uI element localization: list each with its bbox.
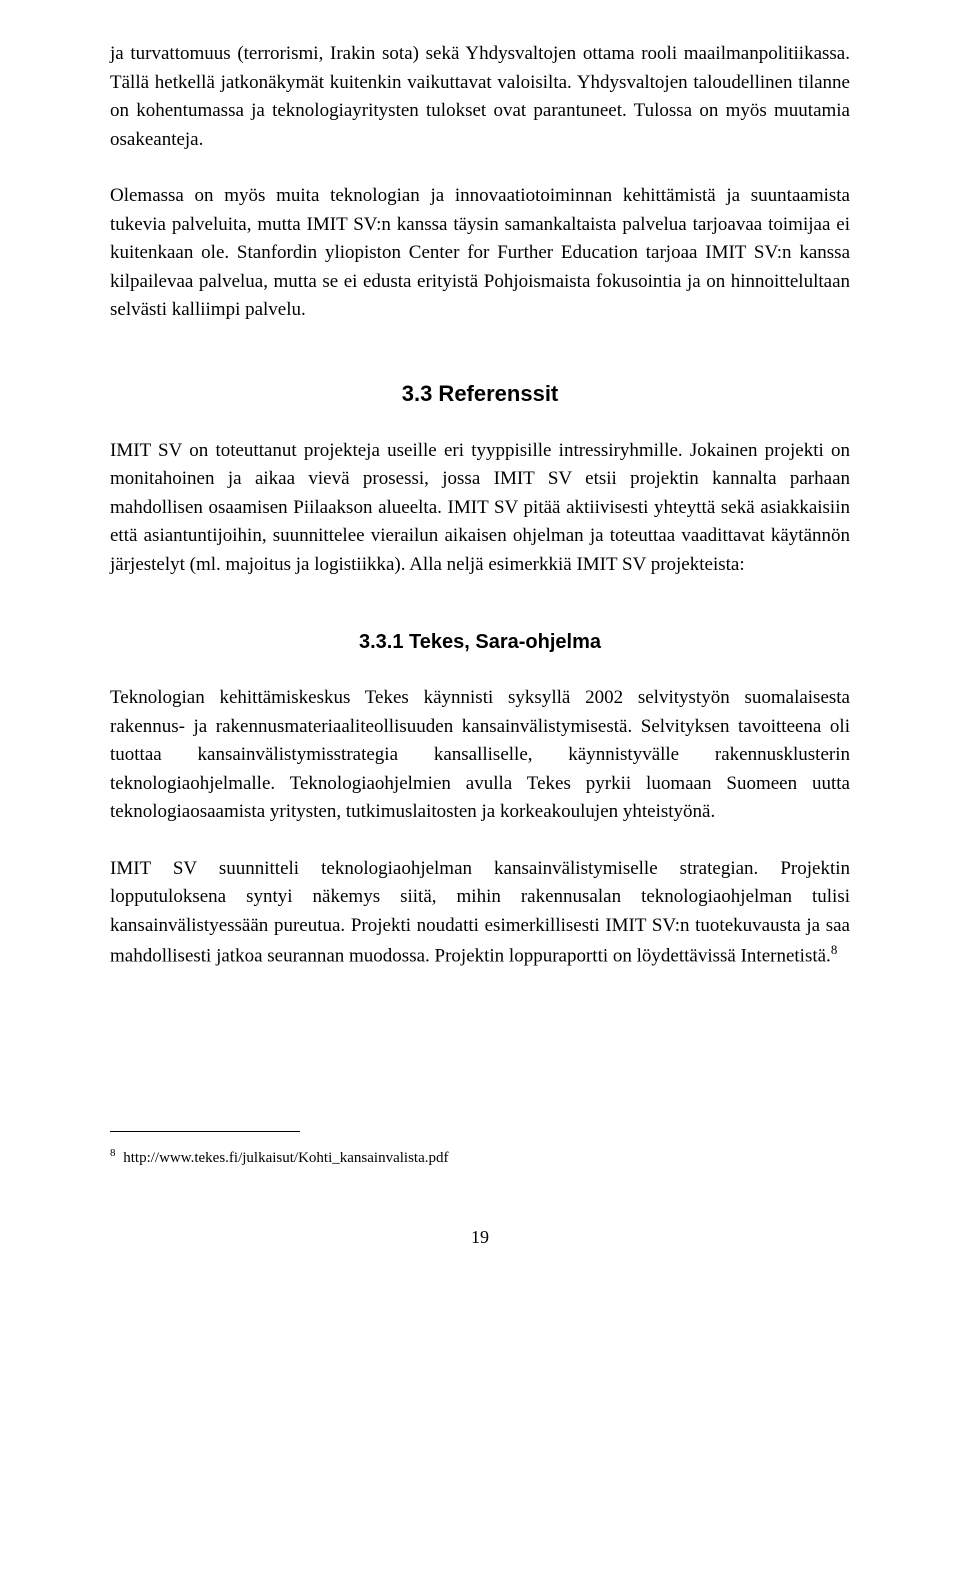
footnote-separator <box>110 1131 300 1132</box>
footnote-8: 8 http://www.tekes.fi/julkaisut/Kohti_ka… <box>110 1146 850 1169</box>
heading-3-3-1: 3.3.1 Tekes, Sara-ohjelma <box>110 631 850 654</box>
footnote-text: http://www.tekes.fi/julkaisut/Kohti_kans… <box>120 1150 449 1166</box>
footnote-number: 8 <box>110 1147 116 1159</box>
paragraph-3: IMIT SV on toteuttanut projekteja useill… <box>110 437 850 580</box>
footnote-ref-8: 8 <box>831 942 838 957</box>
heading-3-3: 3.3 Referenssit <box>110 381 850 407</box>
page-number: 19 <box>110 1227 850 1248</box>
paragraph-5: IMIT SV suunnitteli teknologiaohjelman k… <box>110 855 850 971</box>
document-page: ja turvattomuus (terrorismi, Irakin sota… <box>0 0 960 1288</box>
paragraph-4: Teknologian kehittämiskeskus Tekes käynn… <box>110 684 850 827</box>
paragraph-2: Olemassa on myös muita teknologian ja in… <box>110 182 850 325</box>
paragraph-5-text: IMIT SV suunnitteli teknologiaohjelman k… <box>110 858 850 967</box>
paragraph-1: ja turvattomuus (terrorismi, Irakin sota… <box>110 40 850 154</box>
